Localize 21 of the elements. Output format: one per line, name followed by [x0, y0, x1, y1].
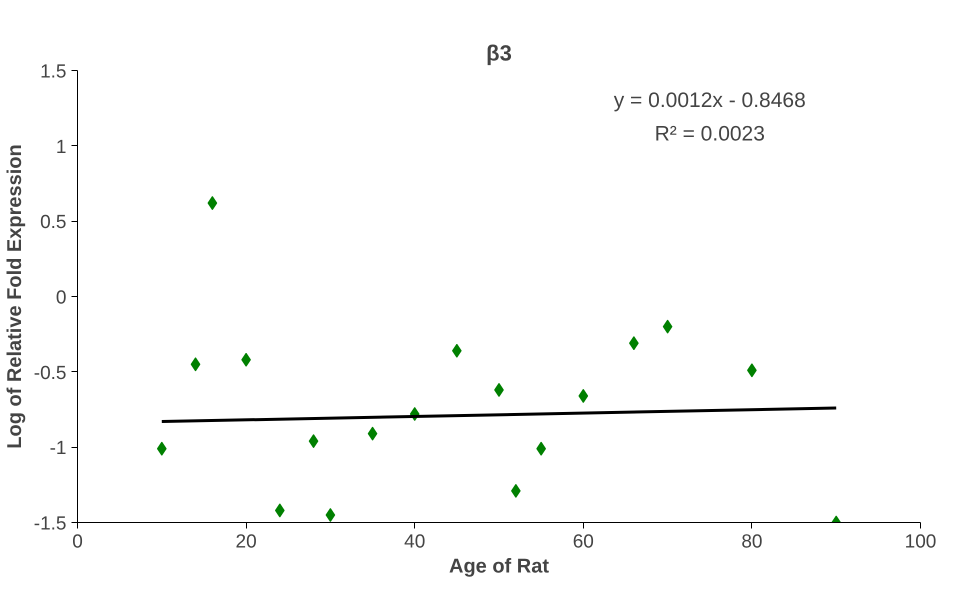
annotation: R² = 0.0023: [654, 122, 765, 146]
x-axis-title: Age of Rat: [449, 556, 550, 578]
point: [156, 442, 167, 456]
y-tick-label: 1: [56, 136, 67, 158]
y-tick-label: 0: [56, 288, 67, 308]
x-tick-label: 0: [72, 532, 83, 552]
x-tick-label: 40: [404, 532, 426, 552]
point: [274, 503, 285, 518]
y-tick-label: -1.5: [34, 514, 67, 534]
x-tick-label: 60: [572, 532, 594, 552]
chart-title: β3: [486, 40, 512, 66]
y-tick-label: 1.5: [40, 62, 67, 82]
y-axis-title: Log of Relative Fold Expression: [4, 144, 26, 449]
y-tick-label: -1: [50, 438, 67, 460]
x-tick-label: 100: [904, 532, 936, 552]
y-tick-label: 0.5: [40, 212, 67, 234]
y-tick-label: -0.5: [34, 362, 67, 384]
x-tick-label: 20: [236, 532, 257, 552]
point: [578, 388, 588, 403]
x-tick-label: 80: [741, 532, 762, 552]
annotation: y = 0.0012x - 0.8468: [614, 89, 806, 112]
